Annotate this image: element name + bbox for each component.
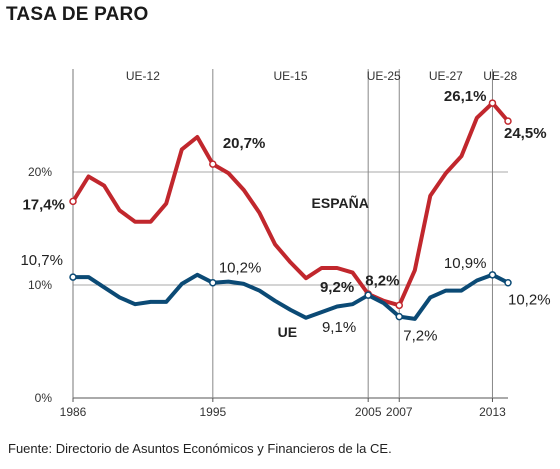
axes: 0% 10% 20% 1986 1995 2005 2007 2013 UE-12 UE-15 UE… bbox=[28, 69, 518, 419]
data-point-marker bbox=[69, 273, 77, 281]
data-point-marker bbox=[504, 278, 512, 287]
data-label: 10,7% bbox=[20, 252, 63, 269]
chart-title: TASA DE PARO bbox=[6, 4, 149, 25]
y-tick-label: 0% bbox=[35, 391, 53, 405]
data-label: 8,2% bbox=[365, 272, 399, 289]
data-point-marker bbox=[395, 301, 403, 310]
data-label: 10,2% bbox=[508, 292, 551, 309]
series-name-label: UE bbox=[278, 324, 297, 340]
data-label: 9,1% bbox=[322, 319, 356, 336]
data-point-marker bbox=[488, 271, 497, 279]
series bbox=[69, 99, 512, 321]
data-label: 9,2% bbox=[320, 279, 354, 296]
data-label: 20,7% bbox=[223, 135, 266, 152]
series-line-espana bbox=[71, 101, 510, 308]
data-label: 10,9% bbox=[444, 255, 487, 272]
data-point-marker bbox=[488, 99, 497, 107]
x-tick-label: 2013 bbox=[479, 405, 506, 419]
x-tick-label: 2007 bbox=[386, 405, 413, 419]
data-label: 7,2% bbox=[403, 328, 437, 345]
period-label: UE-12 bbox=[126, 69, 160, 83]
data-label: 24,5% bbox=[504, 125, 547, 142]
data-labels: ESPAÑA UE 17,4% 20,7% 9,2% 8,2% 26,1% 24,5% 10,7… bbox=[20, 88, 550, 345]
data-point-marker bbox=[395, 312, 403, 321]
x-tick-label: 1986 bbox=[60, 405, 87, 419]
x-tick-label: 2005 bbox=[355, 405, 382, 419]
x-tick-label: 1995 bbox=[199, 405, 226, 419]
grid bbox=[72, 69, 508, 399]
y-tick-label: 20% bbox=[28, 165, 52, 179]
data-label: 26,1% bbox=[444, 88, 487, 105]
period-label: UE-27 bbox=[429, 69, 463, 83]
data-label: 10,2% bbox=[219, 260, 262, 277]
period-label: UE-25 bbox=[367, 69, 401, 83]
data-label: 17,4% bbox=[22, 196, 65, 213]
y-tick-label: 10% bbox=[28, 278, 52, 292]
data-point-marker bbox=[209, 160, 217, 168]
data-point-marker bbox=[69, 197, 77, 206]
period-label: UE-15 bbox=[273, 69, 307, 83]
period-label: UE-28 bbox=[483, 69, 517, 83]
data-point-marker bbox=[364, 291, 372, 299]
data-point-marker bbox=[504, 117, 512, 125]
data-point-marker bbox=[209, 278, 217, 287]
series-line-ue bbox=[71, 272, 510, 321]
source-note: Fuente: Directorio de Asuntos Económicos… bbox=[8, 441, 392, 456]
series-name-label: ESPAÑA bbox=[312, 194, 369, 211]
